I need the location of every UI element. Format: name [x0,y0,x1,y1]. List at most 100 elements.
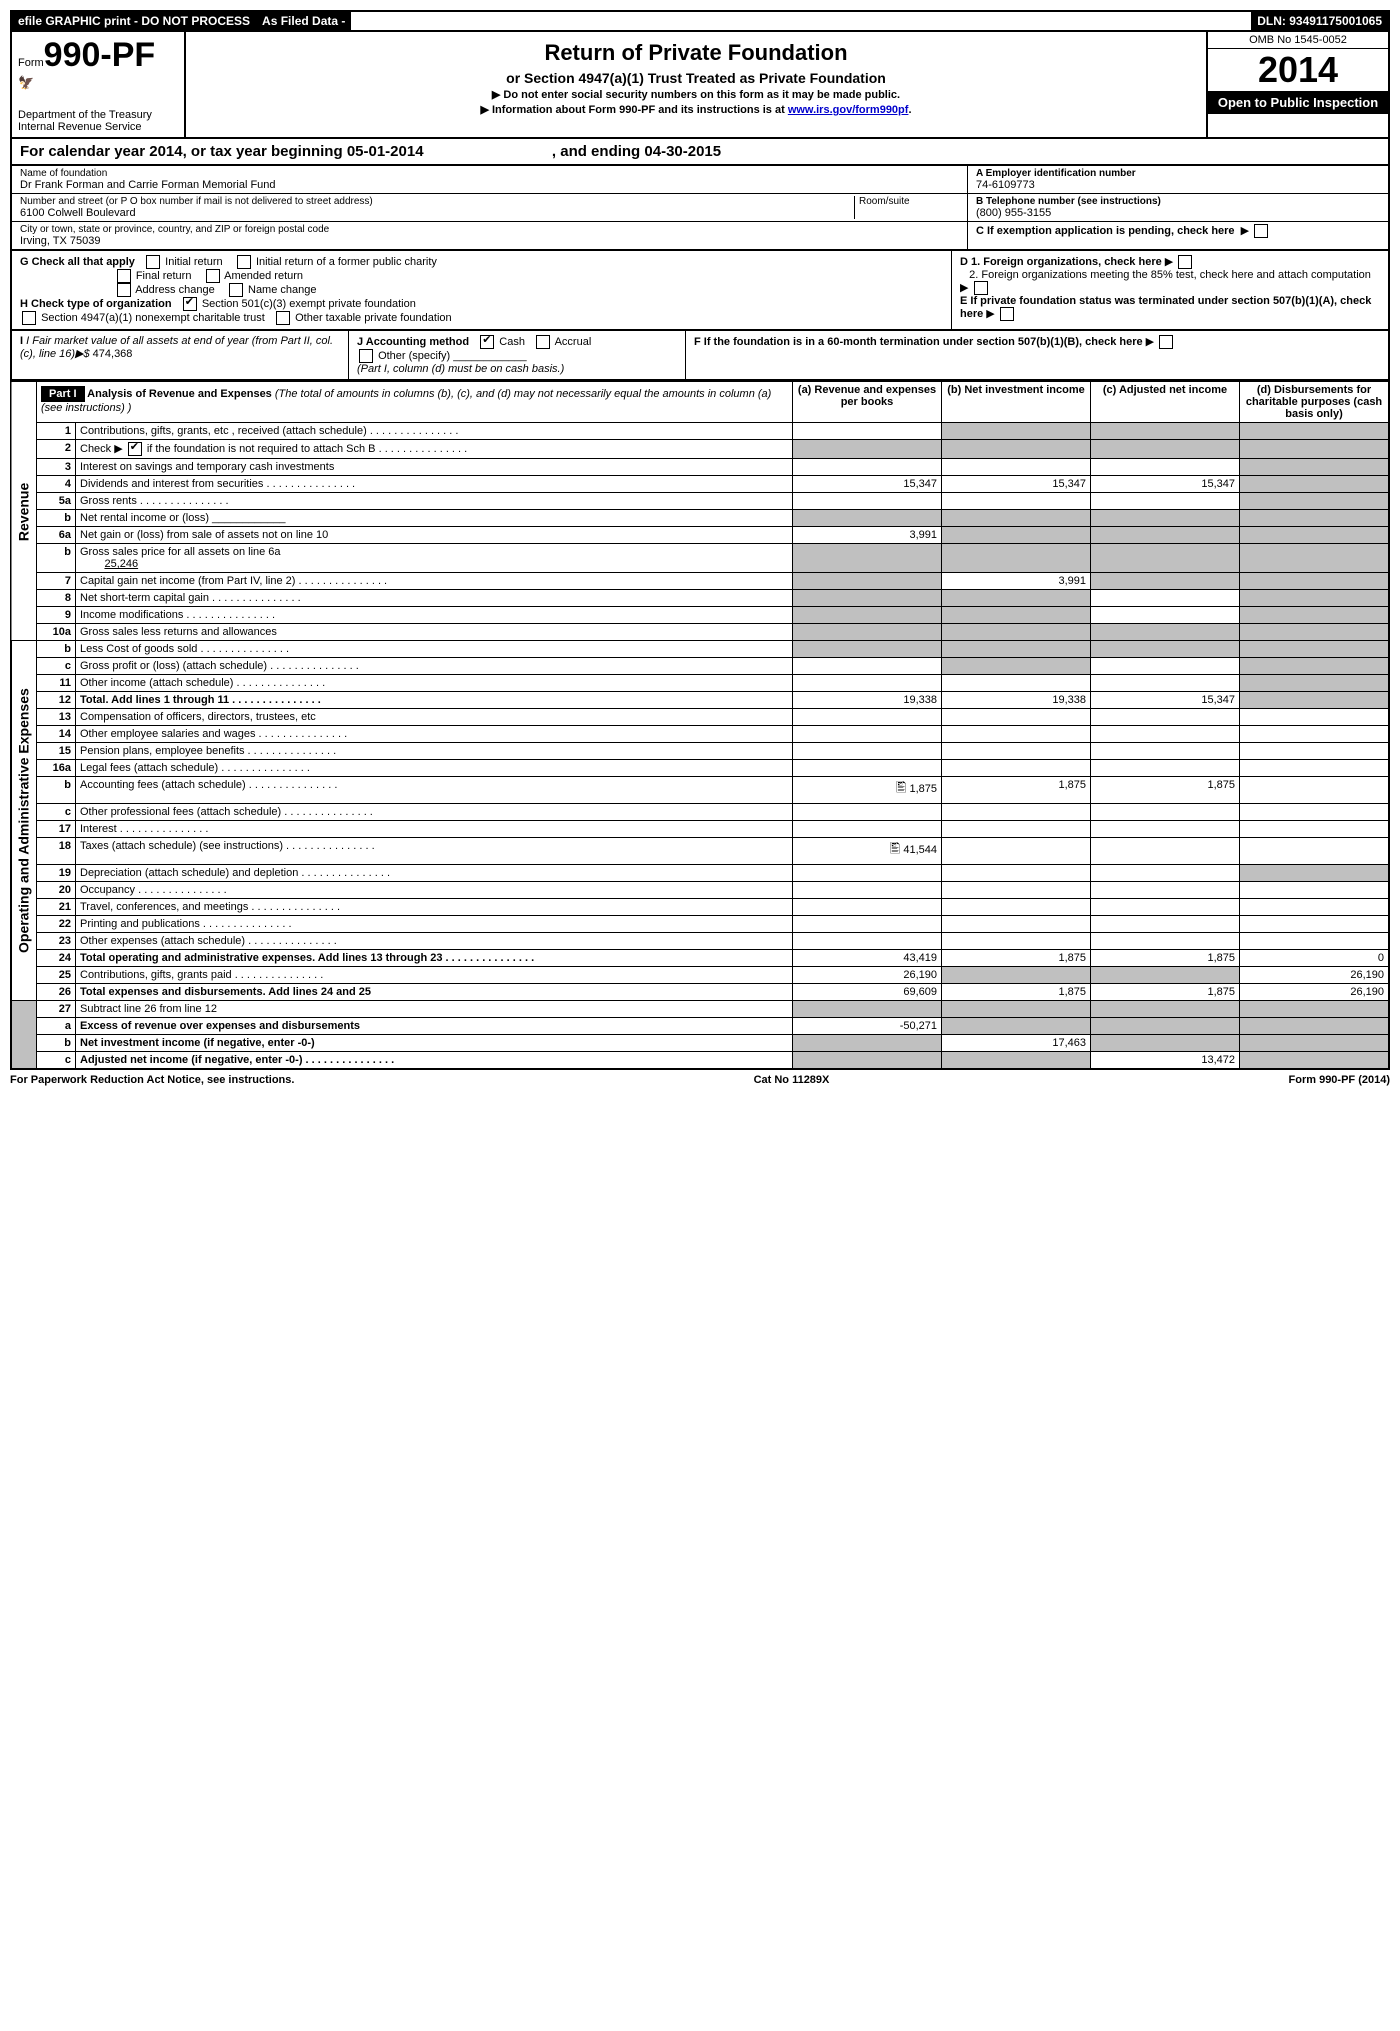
row-16c: cOther professional fees (attach schedul… [11,804,1389,821]
attachment-icon[interactable]: 🖺 [896,780,906,795]
page-footer: For Paperwork Reduction Act Notice, see … [10,1074,1390,1086]
g-opt-4: Address change [135,284,215,296]
row-22: 22Printing and publications [11,916,1389,933]
form-note-ssn: ▶ Do not enter social security numbers o… [192,88,1200,101]
paperwork-notice: For Paperwork Reduction Act Notice, see … [10,1074,294,1086]
h-4947-checkbox[interactable] [22,311,36,325]
initial-return-checkbox[interactable] [146,255,160,269]
g-opt-1: Initial return of a former public charit… [256,256,437,268]
h-other-checkbox[interactable] [276,311,290,325]
h-501c3-checkbox[interactable] [183,297,197,311]
j-note: (Part I, column (d) must be on cash basi… [357,363,564,375]
street-address: 6100 Colwell Boulevard [20,207,854,219]
h-opt-3: Other taxable private foundation [295,312,452,324]
revenue-side-label: Revenue [11,382,37,641]
d2-checkbox[interactable] [974,281,988,295]
other-method-checkbox[interactable] [359,349,373,363]
row-20: 20Occupancy [11,882,1389,899]
h-label: H Check type of organization [20,298,172,310]
city-state-zip: Irving, TX 75039 [20,235,959,247]
omb-number: OMB No 1545-0052 [1208,32,1388,49]
g-opt-0: Initial return [165,256,222,268]
row-19: 19Depreciation (attach schedule) and dep… [11,865,1389,882]
initial-former-checkbox[interactable] [237,255,251,269]
address-change-checkbox[interactable] [117,283,131,297]
schb-checkbox[interactable] [128,442,142,456]
entity-block: Name of foundation Dr Frank Forman and C… [10,166,1390,251]
form-prefix: Form [18,57,44,69]
row-15: 15Pension plans, employee benefits [11,743,1389,760]
city-label: City or town, state or province, country… [20,224,959,235]
e-label: E If private foundation status was termi… [960,295,1371,320]
taxyear-mid: , and ending [552,143,645,160]
row-10b: Operating and Administrative ExpensesbLe… [11,641,1389,658]
header-left: Form990-PF 🦅 Department of the Treasury … [12,32,186,137]
dln-label: DLN: [1257,14,1286,28]
dln-value: 93491175001065 [1289,14,1382,28]
j-other: Other (specify) [378,350,450,362]
row-5a: 5aGross rents [11,493,1389,510]
part1-table: Revenue Part I Analysis of Revenue and E… [10,381,1390,1070]
exemption-pending-checkbox[interactable] [1254,224,1268,238]
f-checkbox[interactable] [1159,335,1173,349]
g-opt-2: Final return [136,270,192,282]
attachment-icon[interactable]: 🖺 [890,841,900,856]
addr-label: Number and street (or P O box number if … [20,196,854,207]
row-5b: bNet rental income or (loss) ___________… [11,510,1389,527]
j-accrual: Accrual [555,336,592,348]
row-27: 27Subtract line 26 from line 12 [11,1001,1389,1018]
row-8: 8Net short-term capital gain [11,590,1389,607]
row-2: 2Check ▶ if the foundation is not requir… [11,440,1389,459]
e-checkbox[interactable] [1000,307,1014,321]
phone-label: B Telephone number (see instructions) [976,196,1380,207]
name-label: Name of foundation [20,168,959,179]
col-a-header: (a) Revenue and expenses per books [793,382,942,423]
i-label: I [20,335,23,347]
amended-return-checkbox[interactable] [206,269,220,283]
d1-checkbox[interactable] [1178,255,1192,269]
row-21: 21Travel, conferences, and meetings [11,899,1389,916]
row-18: 18Taxes (attach schedule) (see instructi… [11,838,1389,865]
ijf-row: I I Fair market value of all assets at e… [10,331,1390,381]
dln-cell: DLN: 93491175001065 [1251,12,1388,30]
note2-pre: ▶ Information about Form 990-PF and its … [480,104,787,116]
fmv-value: 474,368 [93,348,133,360]
row-3: 3Interest on savings and temporary cash … [11,459,1389,476]
row-16b: bAccounting fees (attach schedule)🖺 1,87… [11,777,1389,804]
row-1: 1Contributions, gifts, grants, etc , rec… [11,423,1389,440]
d1-label: D 1. Foreign organizations, check here [960,256,1162,268]
irs-link[interactable]: www.irs.gov/form990pf [788,104,909,116]
header-mid: Return of Private Foundation or Section … [186,32,1206,137]
g-label: G Check all that apply [20,256,135,268]
ein-label: A Employer identification number [976,168,1380,179]
col-b-header: (b) Net investment income [942,382,1091,423]
accrual-checkbox[interactable] [536,335,550,349]
g-opt-3: Amended return [224,270,303,282]
row-16a: 16aLegal fees (attach schedule) [11,760,1389,777]
row-10a: 10aGross sales less returns and allowanc… [11,624,1389,641]
taxyear-begin: 05-01-2014 [347,143,424,160]
row-6b: bGross sales price for all assets on lin… [11,544,1389,573]
dept-treasury: Department of the Treasury [18,109,178,121]
efile-topbar: efile GRAPHIC print - DO NOT PROCESS As … [10,10,1390,32]
f-label: F If the foundation is in a 60-month ter… [694,336,1143,348]
col-c-header: (c) Adjusted net income [1091,382,1240,423]
row-27c: cAdjusted net income (if negative, enter… [11,1052,1389,1070]
catalog-number: Cat No 11289X [754,1074,830,1086]
form-subtitle: or Section 4947(a)(1) Trust Treated as P… [192,70,1200,86]
name-change-checkbox[interactable] [229,283,243,297]
ein-value: 74-6109773 [976,179,1380,191]
row-26: 26Total expenses and disbursements. Add … [11,984,1389,1001]
form-title: Return of Private Foundation [192,40,1200,66]
row-27a: aExcess of revenue over expenses and dis… [11,1018,1389,1035]
form-header: Form990-PF 🦅 Department of the Treasury … [10,32,1390,139]
foundation-name: Dr Frank Forman and Carrie Forman Memori… [20,179,959,191]
part1-badge: Part I [41,386,85,402]
checks-gh-de: G Check all that apply Initial return In… [10,251,1390,331]
final-return-checkbox[interactable] [117,269,131,283]
topbar-spacer [351,12,1251,30]
row-27b: bNet investment income (if negative, ent… [11,1035,1389,1052]
cash-checkbox[interactable] [480,335,494,349]
row-9: 9Income modifications [11,607,1389,624]
row-25: 25Contributions, gifts, grants paid26,19… [11,967,1389,984]
